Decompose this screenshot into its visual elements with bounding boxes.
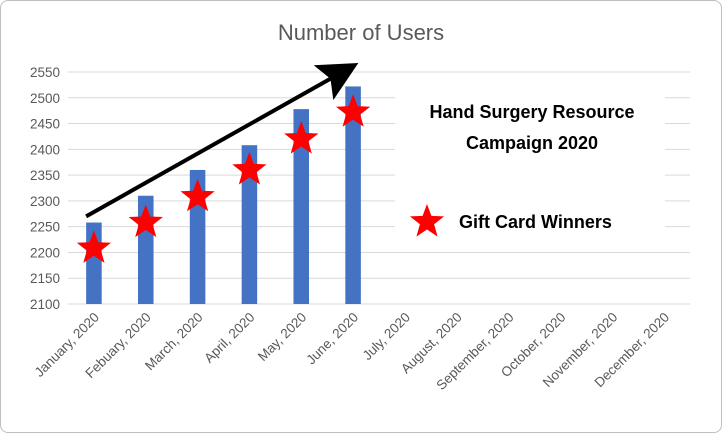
y-tick-label: 2150 [30, 271, 60, 286]
star-marker [76, 230, 111, 263]
campaign-line-1: Hand Surgery Resource [429, 102, 634, 122]
y-axis-ticks: 2100 2150 2200 2250 2300 2350 2400 2450 2500 2550 [30, 65, 60, 312]
y-tick-label: 2450 [30, 117, 60, 132]
bar [241, 145, 258, 304]
legend-label: Gift Card Winners [459, 212, 612, 232]
star-marker [180, 178, 215, 212]
y-tick-label: 2200 [30, 245, 60, 260]
x-tick-label: July, 2020 [360, 310, 413, 363]
bar [293, 109, 310, 305]
y-tick-label: 2400 [30, 142, 60, 157]
y-tick-label: 2300 [30, 194, 60, 209]
y-tick-label: 2350 [30, 168, 60, 183]
bar [345, 86, 361, 305]
star-marker [128, 204, 163, 238]
y-tick-label: 2500 [30, 91, 60, 106]
legend-star-icon [409, 204, 445, 237]
x-tick-label: May, 2020 [255, 310, 309, 364]
star-marker [232, 152, 267, 185]
chart-title: Number of Users [278, 20, 444, 45]
star-marker [336, 94, 371, 127]
x-tick-label: April, 2020 [201, 310, 257, 366]
y-tick-label: 2100 [30, 297, 60, 312]
y-tick-label: 2550 [30, 65, 60, 80]
annotation-box: Hand Surgery Resource Campaign 2020 Gift… [395, 92, 665, 244]
trend-arrow [85, 63, 359, 219]
y-tick-label: 2250 [30, 220, 60, 235]
campaign-line-2: Campaign 2020 [466, 133, 598, 153]
star-marker [284, 121, 319, 154]
x-tick-label: June, 2020 [303, 310, 361, 368]
gift-card-markers [76, 94, 371, 263]
